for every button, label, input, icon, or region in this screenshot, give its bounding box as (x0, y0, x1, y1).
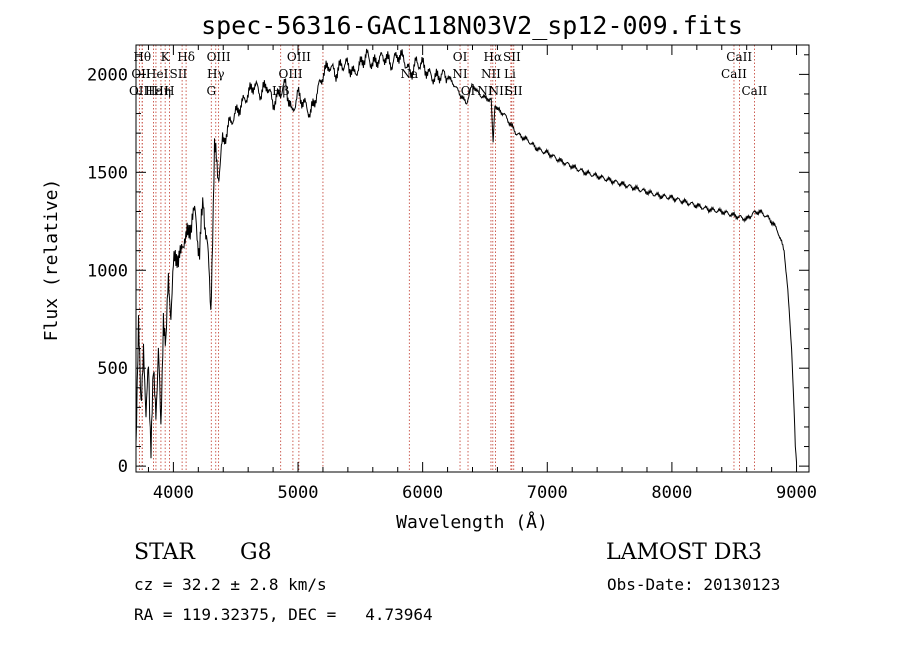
line-label: OIII (129, 84, 153, 98)
line-label: OIII (279, 67, 303, 81)
line-label: NI (477, 84, 493, 98)
line-label: Hγ (207, 67, 225, 81)
line-label: Hε (145, 84, 162, 98)
obs-date: Obs-Date: 20130123 (607, 575, 781, 594)
line-label: HeI (146, 67, 169, 81)
x-tick-label: 8000 (651, 483, 692, 503)
x-tick-label: 5000 (278, 483, 319, 503)
x-tick-label: 7000 (527, 483, 568, 503)
x-tick-label: 9000 (776, 483, 817, 503)
spectrum-plot: spec-56316-GAC118N03V2_sp12-009.fits 400… (41, 11, 817, 533)
line-label: SII (503, 50, 521, 64)
y-tick-label: 500 (97, 359, 128, 379)
line-label: G (206, 84, 216, 98)
chart-title: spec-56316-GAC118N03V2_sp12-009.fits (201, 11, 743, 40)
spectral-line-labels: HθOIIOIIIHεHeIHηKHSIIHδGHγOIIIHβOIIIOIII… (129, 50, 768, 98)
line-label: K (161, 50, 171, 64)
line-label: Li (504, 67, 516, 81)
line-label: CaII (721, 67, 747, 81)
line-label: OI (461, 84, 476, 98)
y-tick-label: 1500 (87, 163, 128, 183)
line-label: OI (453, 50, 468, 64)
line-label: CaII (726, 50, 752, 64)
x-tick-label: 4000 (153, 483, 194, 503)
x-axis-label: Wavelength (Å) (396, 511, 548, 533)
line-label: Hθ (133, 50, 151, 64)
line-label: NII (489, 84, 509, 98)
line-label: SII (170, 67, 188, 81)
spectrum-line (135, 48, 797, 463)
line-label: SII (505, 84, 523, 98)
coordinates: RA = 119.32375, DEC = 4.73964 (134, 605, 433, 624)
x-tick-label: 6000 (402, 483, 443, 503)
spectrum-series (135, 48, 797, 463)
line-label: Hη (153, 84, 171, 98)
line-label: Hδ (177, 50, 195, 64)
spectral-line-markers (138, 45, 755, 472)
y-tick-label: 0 (118, 457, 128, 477)
object-class: STAR (134, 540, 195, 565)
line-label: OII (131, 67, 151, 81)
survey-name: LAMOST DR3 (606, 540, 762, 565)
line-label: NI (452, 67, 468, 81)
line-label: H (164, 84, 174, 98)
y-tick-label: 2000 (87, 65, 128, 85)
line-label: NII (481, 67, 501, 81)
object-subclass: G8 (240, 540, 272, 565)
y-axis-label: Flux (relative) (41, 179, 62, 342)
line-label: Hα (484, 50, 503, 64)
line-label: OIII (207, 50, 231, 64)
y-tick-label: 1000 (87, 261, 128, 281)
line-label: CaII (741, 84, 767, 98)
line-label: OIII (287, 50, 311, 64)
line-label: Hβ (272, 84, 289, 98)
axis-ticks: 4000 5000 6000 7000 8000 9000 0 500 1000 1500 2000 (87, 45, 817, 503)
redshift-readout: cz = 32.2 ± 2.8 km/s (134, 575, 327, 594)
line-label: Na (400, 67, 418, 81)
